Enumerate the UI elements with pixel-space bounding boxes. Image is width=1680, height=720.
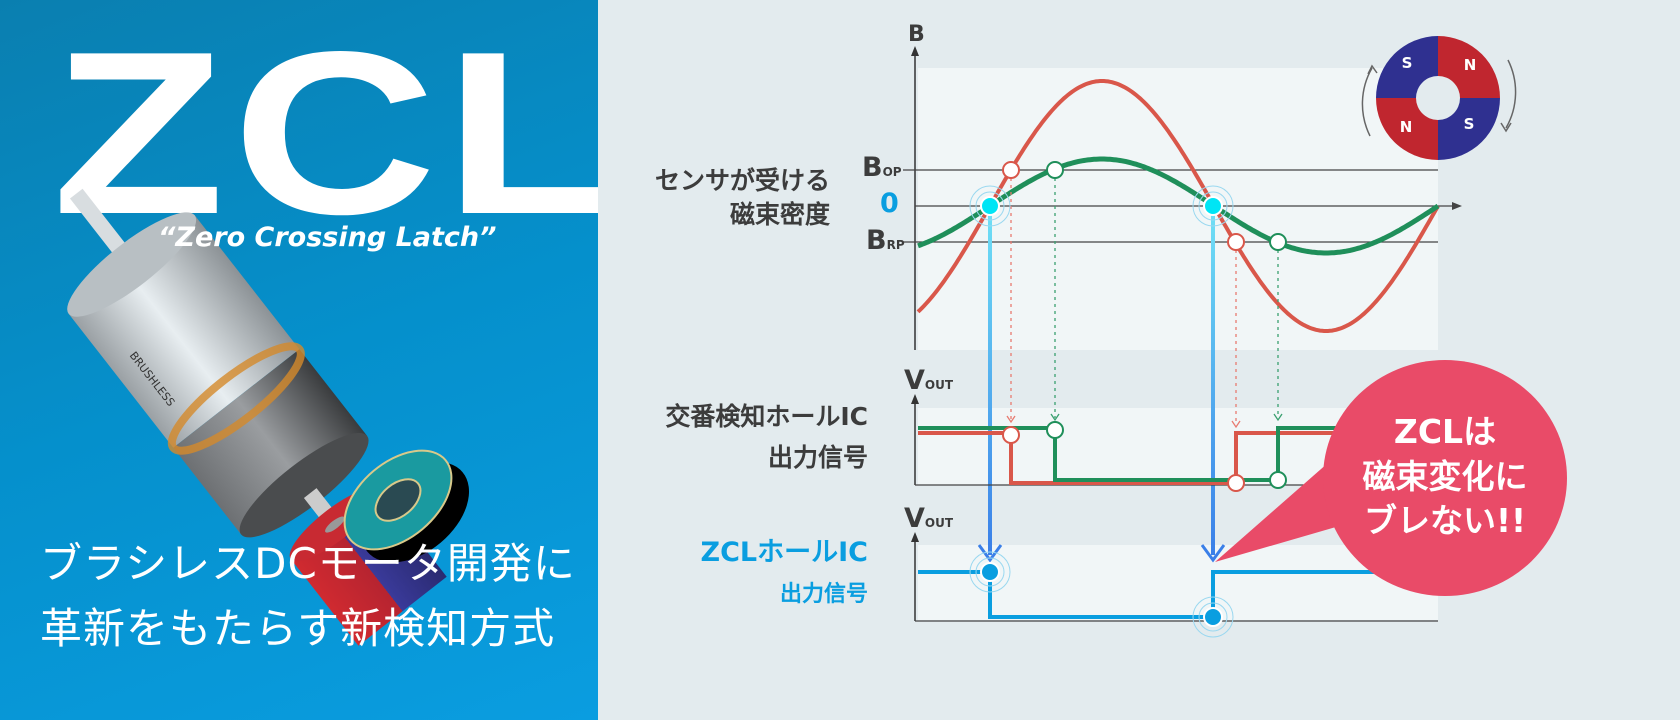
red-brp-point bbox=[1227, 233, 1245, 251]
green-brp-point bbox=[1269, 233, 1287, 251]
bop-label: BOP bbox=[862, 152, 902, 183]
green-output-point-2 bbox=[1269, 471, 1287, 489]
callout-bubble bbox=[1215, 360, 1567, 596]
zero-crossing-point-2 bbox=[1192, 185, 1234, 227]
zero-crossing-point-1 bbox=[969, 185, 1011, 227]
time-axis-arrow bbox=[1452, 202, 1462, 210]
zcl-plot-area bbox=[918, 545, 1438, 620]
vout-label-1: VOUT bbox=[904, 365, 954, 396]
rotation-arrow-icon bbox=[1505, 59, 1517, 129]
b-axis-label: B bbox=[908, 22, 925, 47]
magnet-ring-icon: S N N S bbox=[1361, 36, 1517, 160]
green-arrowhead-1 bbox=[1050, 413, 1060, 422]
green-output-point-1 bbox=[1046, 421, 1064, 439]
red-output-point-2 bbox=[1227, 474, 1245, 492]
headline-line-1: ブラシレスDCモータ開発に bbox=[40, 539, 576, 588]
alt-label-line-1: 交番検知ホールIC bbox=[665, 402, 868, 431]
zcl-arrowhead-2 bbox=[1200, 544, 1226, 563]
magnet-pole-s: S bbox=[1402, 54, 1413, 72]
zcl-switch-point-1 bbox=[969, 551, 1011, 593]
flux-label-line-2: 磁束密度 bbox=[729, 200, 830, 229]
headline-line-2: 革新をもたらす新検知方式 bbox=[40, 604, 556, 653]
red-arrowhead-1 bbox=[1006, 415, 1016, 424]
green-bop-point bbox=[1046, 161, 1064, 179]
zcl-switch-point-2 bbox=[1192, 596, 1234, 638]
weak-field-output bbox=[918, 426, 1438, 482]
magnet-pole-s: S bbox=[1464, 115, 1475, 133]
tagline: “Zero Crossing Latch” bbox=[158, 222, 497, 253]
magnet-pole-n: N bbox=[1464, 56, 1477, 74]
vout-axis-2-arrow bbox=[911, 532, 919, 542]
green-arrowhead-2 bbox=[1273, 413, 1283, 422]
vout-label-2: VOUT bbox=[904, 503, 954, 534]
zero-label: 0 bbox=[880, 188, 899, 219]
alt-label-line-2: 出力信号 bbox=[767, 443, 868, 472]
rotation-arrow-icon bbox=[1361, 67, 1373, 137]
callout-text: ZCLは 磁束変化に ブレない!! bbox=[1362, 412, 1528, 541]
red-arrowhead-2 bbox=[1231, 420, 1241, 429]
zcl-output bbox=[918, 570, 1438, 619]
red-output-point-1 bbox=[1002, 426, 1020, 444]
zcl-drop-line-2 bbox=[1211, 210, 1215, 555]
zcl-label-line-1: ZCLホールIC bbox=[700, 537, 868, 568]
zcl-arrowhead-1 bbox=[977, 544, 1003, 563]
strong-field-output bbox=[918, 431, 1438, 485]
vout-axis-1-arrow bbox=[911, 394, 919, 404]
flux-plot-area bbox=[918, 68, 1438, 350]
zcl-label-line-2: 出力信号 bbox=[779, 582, 868, 607]
b-axis-arrow bbox=[911, 46, 919, 56]
zcl-logo: ZCL bbox=[52, 4, 598, 263]
brushless-motor-illustration: BRUSHLESS bbox=[67, 188, 470, 646]
red-bop-point bbox=[1002, 161, 1020, 179]
flux-label-line-1: センサが受ける bbox=[654, 166, 830, 195]
brp-label: BRP bbox=[866, 225, 905, 256]
zcl-drop-line-1 bbox=[988, 210, 992, 555]
hero-panel: ZCL BRUSHLESS bbox=[0, 0, 598, 720]
strong-field-curve bbox=[916, 79, 1440, 333]
weak-field-curve bbox=[917, 156, 1440, 256]
magnet-pole-n: N bbox=[1400, 118, 1413, 136]
